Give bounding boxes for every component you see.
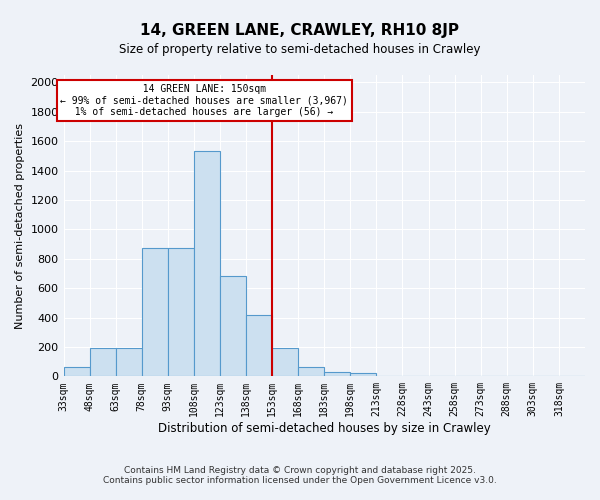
Bar — [168, 248, 194, 376]
Bar — [298, 367, 324, 376]
Text: Size of property relative to semi-detached houses in Crawley: Size of property relative to semi-detach… — [119, 42, 481, 56]
Text: Contains HM Land Registry data © Crown copyright and database right 2025.
Contai: Contains HM Land Registry data © Crown c… — [103, 466, 497, 485]
Bar — [324, 372, 350, 376]
Bar — [89, 348, 116, 376]
Bar — [220, 276, 246, 376]
Text: 14, GREEN LANE, CRAWLEY, RH10 8JP: 14, GREEN LANE, CRAWLEY, RH10 8JP — [140, 22, 460, 38]
Bar — [272, 348, 298, 376]
Bar — [246, 316, 272, 376]
Bar — [142, 248, 168, 376]
X-axis label: Distribution of semi-detached houses by size in Crawley: Distribution of semi-detached houses by … — [158, 422, 491, 435]
Y-axis label: Number of semi-detached properties: Number of semi-detached properties — [15, 122, 25, 328]
Bar — [64, 367, 89, 376]
Bar — [116, 348, 142, 376]
Text: 14 GREEN LANE: 150sqm  
← 99% of semi-detached houses are smaller (3,967)
  1% o: 14 GREEN LANE: 150sqm ← 99% of semi-deta… — [61, 84, 348, 117]
Bar — [194, 152, 220, 376]
Bar — [350, 374, 376, 376]
